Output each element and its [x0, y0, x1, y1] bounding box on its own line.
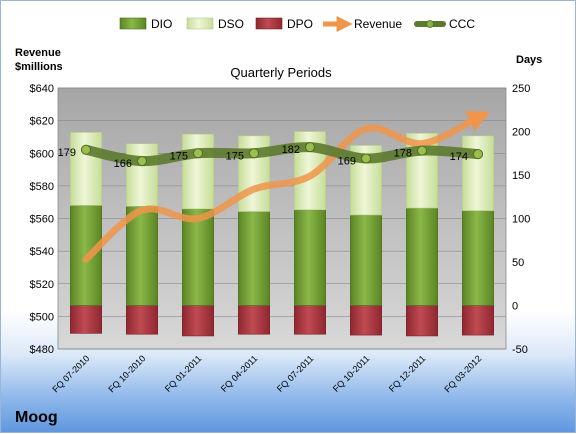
right-tick-label: 0 [512, 301, 518, 313]
legend-swatch-ccc-marker [426, 20, 434, 28]
ccc-data-label: 174 [450, 151, 468, 163]
ccc-point [137, 156, 147, 167]
ccc-point [193, 148, 203, 159]
legend-swatch-dpo [255, 17, 283, 30]
lines: 179 166 175 175 182 169 178 174 [58, 111, 491, 263]
legend-label-dso: DSO [218, 17, 244, 31]
ccc-data-label: 182 [282, 144, 300, 156]
left-axis-label-line1: Revenue [15, 47, 61, 59]
bar-dio [462, 210, 494, 306]
bar-dso [182, 133, 214, 210]
revenue-line [82, 111, 491, 263]
left-tick-label: $580 [30, 181, 54, 193]
legend: DIO DSO DPO Revenue CCC [119, 15, 475, 33]
bar-dio [350, 214, 382, 306]
bar-dso [462, 135, 494, 211]
bar-dpo [294, 305, 326, 335]
right-tick-label: 100 [512, 214, 530, 226]
left-tick-label: $500 [30, 311, 54, 323]
legend-label-revenue: Revenue [354, 17, 402, 31]
bar-dio [238, 211, 270, 306]
bar-dio [294, 209, 326, 306]
ccc-data-label: 166 [114, 158, 132, 170]
right-tick-label: 200 [512, 127, 530, 139]
left-tick-label: $600 [30, 148, 54, 160]
x-tick-label: FQ 04-2011 [219, 353, 260, 394]
bar-dpo [70, 305, 102, 334]
company-name: Moog [15, 409, 58, 426]
x-tick-label: FQ 07-2011 [275, 353, 316, 394]
bar-dpo [126, 305, 158, 335]
ccc-point [417, 145, 427, 156]
x-tick-label: FQ 10-2010 [106, 353, 147, 394]
bar-dio [406, 207, 438, 306]
ccc-data-label: 178 [394, 148, 412, 160]
legend-label-dio: DIO [151, 17, 172, 31]
left-tick-label: $540 [30, 246, 54, 258]
bar-dio [126, 206, 158, 306]
right-tick-label: 250 [512, 83, 530, 95]
x-tick-label: FQ 07-2010 [50, 353, 91, 394]
bar-dpo [406, 305, 438, 337]
ccc-point [305, 142, 315, 153]
legend-swatch-dso [186, 17, 214, 30]
legend-swatch-dio [119, 17, 147, 30]
left-tick-label: $520 [30, 279, 54, 291]
x-tick-label: FQ 12-2011 [387, 353, 428, 394]
ccc-data-label: 179 [58, 147, 76, 159]
ccc-point [249, 148, 259, 159]
ccc-point [473, 149, 483, 160]
bar-dso [70, 132, 102, 206]
left-tick-label: $480 [30, 344, 54, 356]
bar-dpo [350, 305, 382, 336]
left-tick-label: $560 [30, 214, 54, 226]
x-tick-label: FQ 03-2012 [442, 353, 483, 394]
ccc-point [81, 144, 91, 155]
left-tick-label: $640 [30, 83, 54, 95]
bar-dso [126, 143, 158, 207]
chart-title: Quarterly Periods [230, 65, 332, 80]
right-tick-label: 150 [512, 170, 530, 182]
right-tick-label: 50 [512, 257, 524, 269]
right-tick-label: -50 [512, 344, 528, 356]
x-tick-label: FQ 01-2011 [163, 353, 204, 394]
ccc-data-label: 175 [170, 150, 188, 162]
ccc-data-label: 169 [338, 155, 356, 167]
right-axis-label: Days [516, 54, 542, 66]
left-axis-label-line2: $millions [15, 61, 63, 73]
bar-dpo [462, 305, 494, 336]
left-tick-label: $620 [30, 116, 54, 128]
bar-dpo [238, 305, 270, 335]
bar-dio [182, 208, 214, 306]
legend-label-dpo: DPO [287, 17, 313, 31]
bar-dpo [182, 305, 214, 337]
legend-label-ccc: CCC [449, 17, 475, 31]
ccc-data-label: 175 [226, 150, 244, 162]
ccc-point [361, 153, 371, 164]
x-tick-label: FQ 10-2011 [331, 353, 372, 394]
